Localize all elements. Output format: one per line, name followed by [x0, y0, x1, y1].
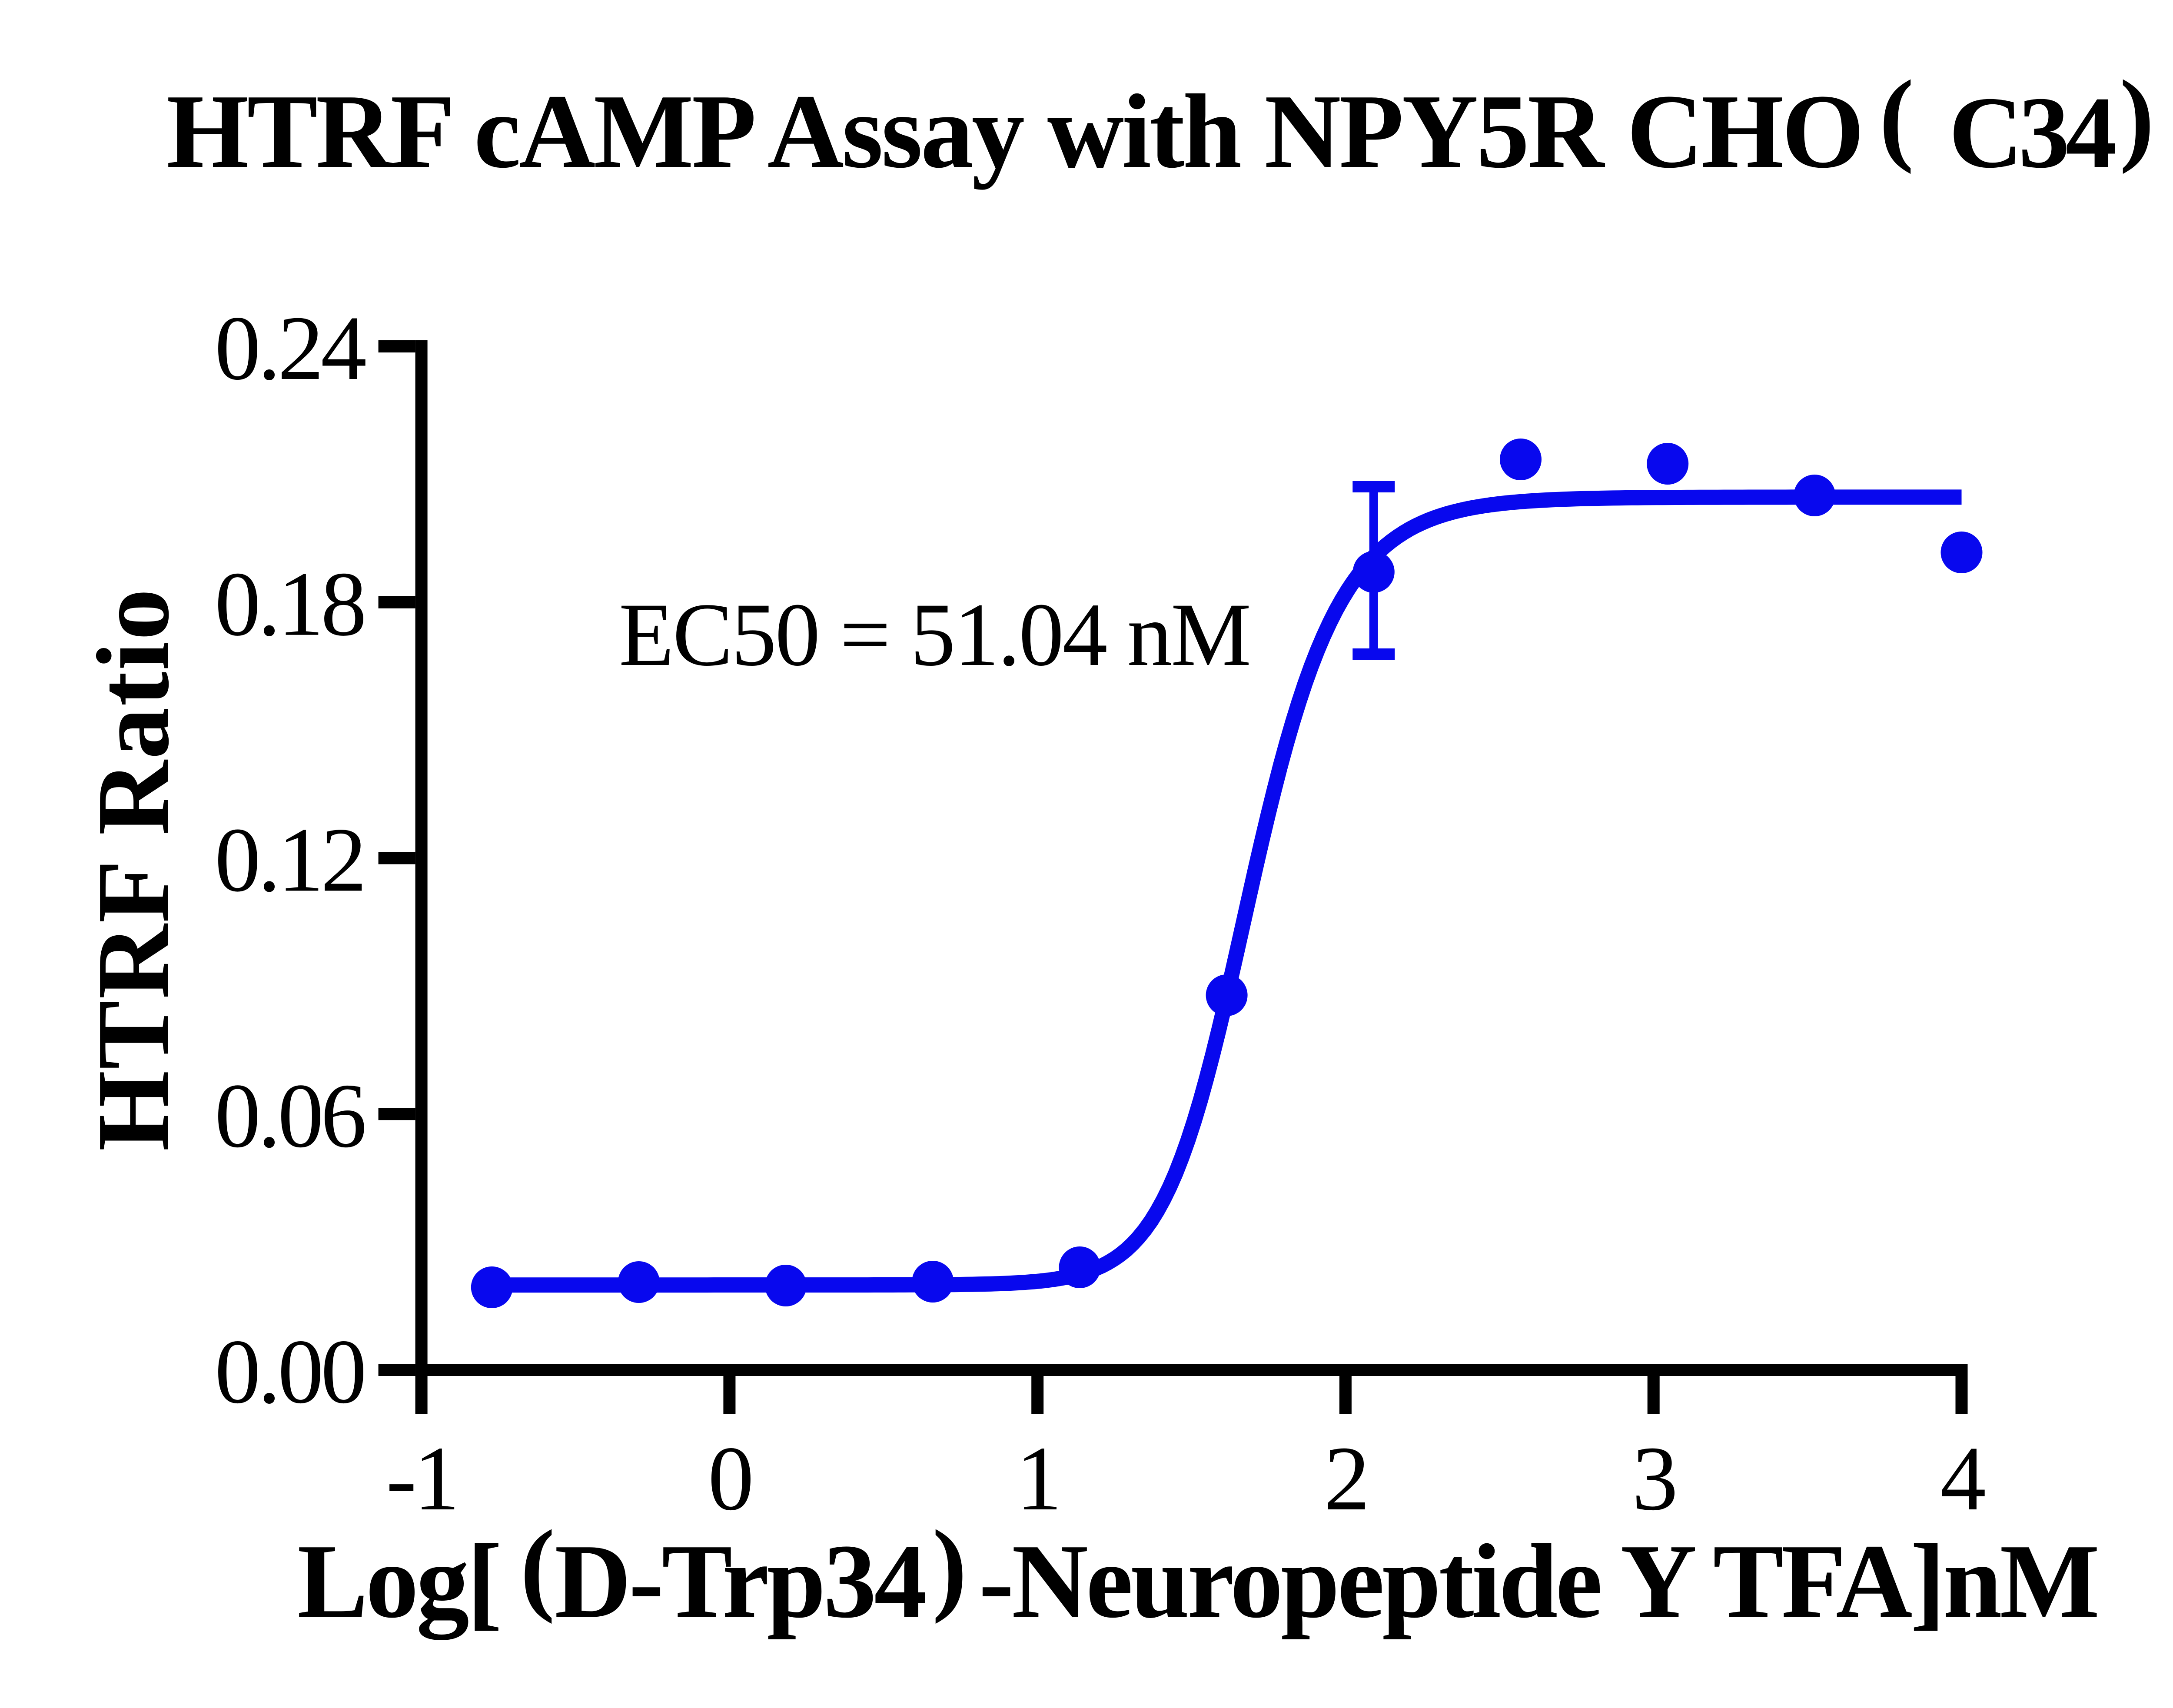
svg-text:HTRF cAMP Assay with NPY5R CHO: HTRF cAMP Assay with NPY5R CHO: [166, 73, 1862, 190]
svg-text:0.12: 0.12: [215, 809, 364, 911]
svg-text:C34: C34: [1949, 76, 2115, 189]
svg-text:-Neuropeptide Y TFA]nM: -Neuropeptide Y TFA]nM: [979, 1522, 2097, 1640]
svg-text:(: (: [520, 1509, 555, 1624]
svg-text:EC50 = 51.04 nM: EC50 = 51.04 nM: [619, 585, 1250, 685]
svg-text:0: 0: [708, 1427, 751, 1529]
svg-text:): ): [2120, 59, 2154, 174]
svg-text:HTRF Ratio: HTRF Ratio: [76, 587, 190, 1151]
svg-text:(: (: [1879, 59, 1914, 174]
svg-text:-1: -1: [386, 1427, 457, 1529]
svg-text:0.00: 0.00: [215, 1320, 364, 1422]
svg-text:Log[: Log[: [297, 1522, 500, 1640]
svg-text:1: 1: [1016, 1427, 1059, 1529]
svg-text:3: 3: [1632, 1427, 1675, 1529]
svg-text:4: 4: [1940, 1427, 1985, 1529]
svg-text:2: 2: [1324, 1427, 1367, 1529]
svg-text:0.24: 0.24: [215, 297, 365, 399]
svg-text:0.18: 0.18: [215, 553, 364, 655]
svg-text:D-Trp34: D-Trp34: [555, 1522, 925, 1640]
svg-text:): ): [932, 1509, 967, 1624]
svg-text:0.06: 0.06: [215, 1064, 364, 1166]
